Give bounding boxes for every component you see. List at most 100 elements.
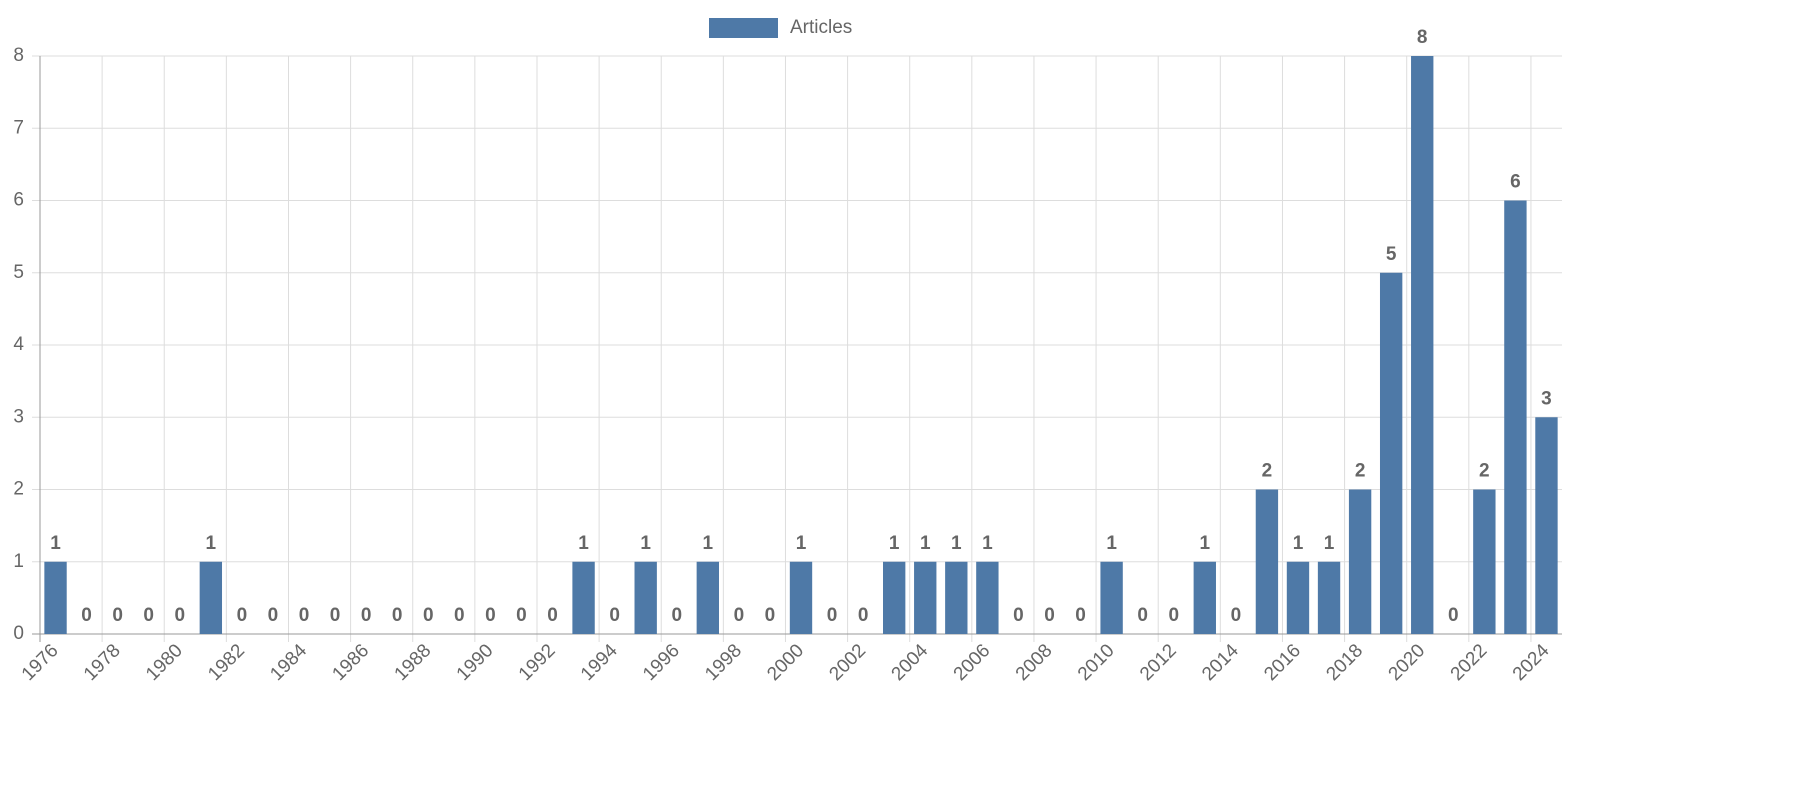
bar bbox=[1535, 417, 1558, 634]
value-label: 1 bbox=[1324, 533, 1335, 554]
value-label: 0 bbox=[392, 605, 403, 626]
value-label: 0 bbox=[423, 605, 434, 626]
value-label: 0 bbox=[1168, 605, 1179, 626]
x-tick-label: 1996 bbox=[639, 640, 684, 685]
bar bbox=[1348, 489, 1372, 634]
value-label: 2 bbox=[1262, 461, 1273, 482]
x-tick-label: 2012 bbox=[1136, 640, 1181, 685]
value-label: 5 bbox=[1386, 244, 1397, 265]
x-tick-label: 2002 bbox=[825, 640, 870, 685]
bar bbox=[572, 561, 595, 634]
value-label: 3 bbox=[1541, 388, 1552, 409]
value-label: 0 bbox=[330, 605, 341, 626]
bar bbox=[1317, 561, 1341, 634]
bar bbox=[1255, 489, 1279, 634]
value-label: 0 bbox=[1448, 605, 1459, 626]
bar bbox=[1193, 561, 1216, 634]
x-tick-label: 2022 bbox=[1447, 640, 1492, 685]
value-label: 0 bbox=[858, 605, 869, 626]
value-label: 1 bbox=[1293, 533, 1304, 554]
value-label: 0 bbox=[671, 605, 682, 626]
x-tick-label: 1990 bbox=[453, 640, 498, 685]
bar bbox=[976, 561, 999, 634]
x-tick-label: 1994 bbox=[577, 640, 622, 685]
y-tick-label: 8 bbox=[13, 45, 24, 66]
value-label: 2 bbox=[1479, 461, 1490, 482]
value-label: 6 bbox=[1510, 172, 1521, 193]
value-label: 0 bbox=[361, 605, 372, 626]
bar bbox=[914, 561, 937, 634]
value-label: 0 bbox=[765, 605, 776, 626]
value-label: 1 bbox=[982, 533, 993, 554]
value-label: 1 bbox=[1200, 533, 1211, 554]
value-label: 0 bbox=[174, 605, 185, 626]
value-label: 0 bbox=[1137, 605, 1148, 626]
bar bbox=[1473, 489, 1496, 634]
x-tick-label: 2014 bbox=[1198, 640, 1243, 685]
bar bbox=[1286, 561, 1310, 634]
value-label: 0 bbox=[143, 605, 154, 626]
y-tick-label: 0 bbox=[13, 623, 24, 644]
x-tick-label: 2020 bbox=[1385, 640, 1430, 685]
value-label: 0 bbox=[81, 605, 92, 626]
value-label: 1 bbox=[640, 533, 651, 554]
bar bbox=[1100, 561, 1123, 634]
legend-swatch bbox=[709, 18, 778, 38]
y-tick-label: 3 bbox=[13, 406, 24, 427]
bar bbox=[1504, 200, 1527, 634]
value-label: 0 bbox=[268, 605, 279, 626]
x-tick-label: 2016 bbox=[1260, 640, 1305, 685]
x-tick-label: 2008 bbox=[1012, 640, 1057, 685]
x-tick-label: 1976 bbox=[18, 640, 63, 685]
value-label: 0 bbox=[1075, 605, 1086, 626]
x-tick-label: 2004 bbox=[888, 640, 933, 685]
x-tick-label: 2006 bbox=[950, 640, 995, 685]
x-tick-label: 1978 bbox=[80, 640, 125, 685]
value-label: 1 bbox=[703, 533, 714, 554]
value-label: 0 bbox=[734, 605, 745, 626]
bar bbox=[199, 561, 223, 634]
y-tick-label: 5 bbox=[13, 262, 24, 283]
bar bbox=[945, 561, 968, 634]
value-label: 2 bbox=[1355, 461, 1366, 482]
bar bbox=[696, 561, 719, 634]
value-label: 0 bbox=[1231, 605, 1242, 626]
x-tick-label: 2024 bbox=[1509, 640, 1554, 685]
value-label: 1 bbox=[951, 533, 962, 554]
y-tick-label: 7 bbox=[13, 117, 24, 138]
value-label: 1 bbox=[578, 533, 589, 554]
value-label: 0 bbox=[485, 605, 496, 626]
value-label: 1 bbox=[889, 533, 900, 554]
y-tick-label: 2 bbox=[13, 479, 24, 500]
bar bbox=[44, 561, 67, 634]
x-tick-label: 2010 bbox=[1074, 640, 1119, 685]
value-label: 1 bbox=[50, 533, 61, 554]
bar bbox=[1379, 272, 1403, 634]
x-tick-label: 1998 bbox=[701, 640, 746, 685]
bar bbox=[883, 561, 906, 634]
x-tick-label: 2000 bbox=[763, 640, 808, 685]
value-label: 0 bbox=[1044, 605, 1055, 626]
value-label: 0 bbox=[547, 605, 558, 626]
value-label: 0 bbox=[609, 605, 620, 626]
value-label: 0 bbox=[237, 605, 248, 626]
x-tick-label: 1984 bbox=[266, 640, 311, 685]
value-label: 0 bbox=[1013, 605, 1024, 626]
y-tick-label: 1 bbox=[13, 551, 24, 572]
x-tick-label: 1986 bbox=[328, 640, 373, 685]
value-label: 0 bbox=[827, 605, 838, 626]
bar bbox=[634, 561, 657, 634]
value-label: 8 bbox=[1417, 27, 1428, 48]
value-label: 1 bbox=[1106, 533, 1117, 554]
x-tick-label: 2018 bbox=[1322, 640, 1367, 685]
value-label: 0 bbox=[516, 605, 527, 626]
y-tick-label: 4 bbox=[13, 334, 24, 355]
value-label: 0 bbox=[299, 605, 310, 626]
bar bbox=[789, 561, 813, 634]
x-tick-label: 1980 bbox=[142, 640, 187, 685]
x-tick-label: 1982 bbox=[204, 640, 249, 685]
value-label: 0 bbox=[112, 605, 123, 626]
legend-label: Articles bbox=[790, 17, 852, 38]
